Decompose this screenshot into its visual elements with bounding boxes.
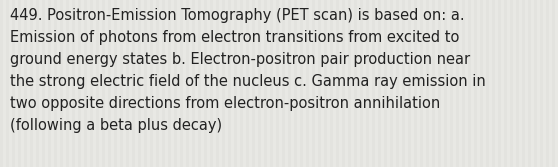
Bar (420, 0, 423, 167)
Text: (following a beta plus decay): (following a beta plus decay) (10, 118, 222, 133)
Bar (384, 0, 387, 167)
Bar (258, 0, 261, 167)
Bar (126, 0, 129, 167)
Bar (96, 0, 99, 167)
Bar (402, 0, 405, 167)
Bar (288, 0, 291, 167)
Bar (120, 0, 123, 167)
Bar (276, 0, 279, 167)
Bar (444, 0, 447, 167)
Bar (306, 0, 309, 167)
Bar (534, 0, 537, 167)
Bar (222, 0, 225, 167)
Text: the strong electric field of the nucleus c. Gamma ray emission in: the strong electric field of the nucleus… (10, 74, 486, 89)
Bar (72, 0, 75, 167)
Bar (198, 0, 201, 167)
Bar (336, 0, 339, 167)
Bar (192, 0, 195, 167)
Bar (456, 0, 459, 167)
Bar (138, 0, 141, 167)
Bar (108, 0, 111, 167)
Bar (180, 0, 183, 167)
Bar (354, 0, 357, 167)
Bar (522, 0, 525, 167)
Bar (324, 0, 327, 167)
Bar (30, 0, 33, 167)
Bar (426, 0, 429, 167)
Bar (12, 0, 15, 167)
Bar (396, 0, 399, 167)
Bar (450, 0, 453, 167)
Bar (510, 0, 513, 167)
Bar (186, 0, 189, 167)
Bar (228, 0, 231, 167)
Bar (528, 0, 531, 167)
Bar (270, 0, 273, 167)
Bar (552, 0, 555, 167)
Bar (348, 0, 351, 167)
Bar (144, 0, 147, 167)
Bar (174, 0, 177, 167)
Bar (378, 0, 381, 167)
Bar (498, 0, 501, 167)
Text: ground energy states b. Electron-positron pair production near: ground energy states b. Electron-positro… (10, 52, 470, 67)
Text: two opposite directions from electron-positron annihilation: two opposite directions from electron-po… (10, 96, 440, 111)
Bar (60, 0, 63, 167)
Bar (480, 0, 483, 167)
Bar (366, 0, 369, 167)
Bar (216, 0, 219, 167)
Bar (462, 0, 465, 167)
Bar (204, 0, 207, 167)
Bar (546, 0, 549, 167)
Bar (150, 0, 153, 167)
Bar (408, 0, 411, 167)
Bar (414, 0, 417, 167)
Bar (504, 0, 507, 167)
Bar (330, 0, 333, 167)
Bar (78, 0, 81, 167)
Bar (84, 0, 87, 167)
Bar (24, 0, 27, 167)
Bar (48, 0, 51, 167)
Bar (516, 0, 519, 167)
Bar (210, 0, 213, 167)
Bar (90, 0, 93, 167)
Bar (474, 0, 477, 167)
Bar (294, 0, 297, 167)
Bar (252, 0, 255, 167)
Bar (132, 0, 135, 167)
Bar (102, 0, 105, 167)
Text: Emission of photons from electron transitions from excited to: Emission of photons from electron transi… (10, 30, 459, 45)
Bar (264, 0, 267, 167)
Bar (114, 0, 117, 167)
Bar (438, 0, 441, 167)
Bar (468, 0, 471, 167)
Bar (318, 0, 321, 167)
Bar (492, 0, 495, 167)
Bar (6, 0, 9, 167)
Bar (234, 0, 237, 167)
Bar (246, 0, 249, 167)
Bar (66, 0, 69, 167)
Bar (312, 0, 315, 167)
Bar (372, 0, 375, 167)
Bar (18, 0, 21, 167)
Bar (156, 0, 159, 167)
Bar (486, 0, 489, 167)
Bar (36, 0, 39, 167)
Bar (300, 0, 303, 167)
Text: 449. Positron-Emission Tomography (PET scan) is based on: a.: 449. Positron-Emission Tomography (PET s… (10, 8, 465, 23)
Bar (42, 0, 45, 167)
Bar (54, 0, 57, 167)
Bar (240, 0, 243, 167)
Bar (432, 0, 435, 167)
Bar (162, 0, 165, 167)
Bar (168, 0, 171, 167)
Bar (342, 0, 345, 167)
Bar (390, 0, 393, 167)
Bar (360, 0, 363, 167)
Bar (282, 0, 285, 167)
Bar (0, 0, 3, 167)
Bar (540, 0, 543, 167)
